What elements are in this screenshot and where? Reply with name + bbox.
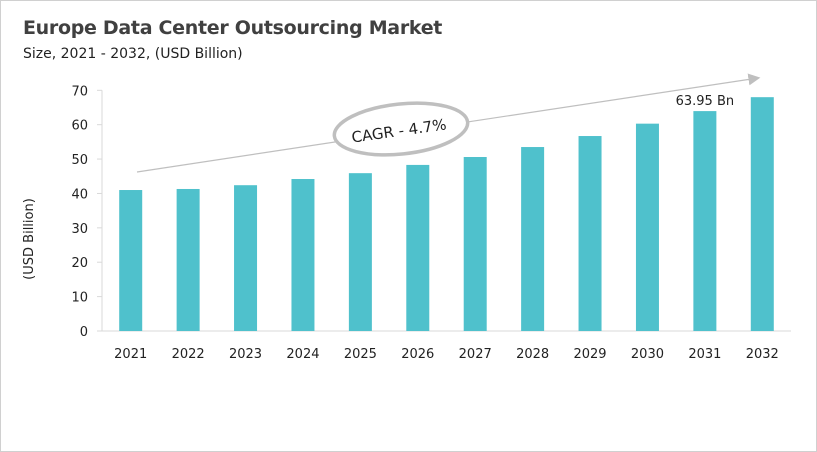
x-tick-label: 2024 xyxy=(286,347,319,362)
bar-2027 xyxy=(463,157,487,331)
x-tick-label: 2021 xyxy=(114,347,147,362)
bar-2032 xyxy=(750,97,774,331)
bar-2022 xyxy=(176,188,200,331)
chart-title: Europe Data Center Outsourcing Market xyxy=(23,17,443,39)
chart-subtitle: Size, 2021 - 2032, (USD Billion) xyxy=(23,46,243,62)
cagr-ellipse xyxy=(332,101,470,157)
y-tick-label: 50 xyxy=(71,153,88,168)
x-tick-label: 2026 xyxy=(401,347,434,362)
y-tick-label: 20 xyxy=(71,256,88,271)
y-tick-label: 70 xyxy=(71,84,88,99)
value-label: 63.95 Bn xyxy=(676,94,735,109)
bar-2023 xyxy=(234,185,258,331)
y-axis-label: (USD Billion) xyxy=(22,198,37,280)
x-tick-label: 2025 xyxy=(344,347,377,362)
x-tick-label: 2030 xyxy=(631,347,664,362)
y-tick-label: 40 xyxy=(71,187,88,202)
x-tick-label: 2022 xyxy=(172,347,205,362)
y-tick-label: 60 xyxy=(71,119,88,134)
x-tick-label: 2023 xyxy=(229,347,262,362)
y-tick-label: 10 xyxy=(71,291,88,306)
bar-2028 xyxy=(521,147,545,331)
x-tick-label: 2029 xyxy=(573,347,606,362)
y-tick-label: 0 xyxy=(80,325,88,340)
bar-2030 xyxy=(635,123,659,331)
bar-2029 xyxy=(578,136,602,331)
x-tick-label: 2031 xyxy=(688,347,721,362)
x-tick-label: 2032 xyxy=(746,347,779,362)
bar-2026 xyxy=(406,164,430,331)
bar-2025 xyxy=(348,173,372,331)
x-tick-label: 2028 xyxy=(516,347,549,362)
bar-2021 xyxy=(119,190,143,331)
y-tick-label: 30 xyxy=(71,222,88,237)
x-tick-label: 2027 xyxy=(459,347,492,362)
bar-2024 xyxy=(291,179,315,331)
bar-2031 xyxy=(693,111,717,331)
